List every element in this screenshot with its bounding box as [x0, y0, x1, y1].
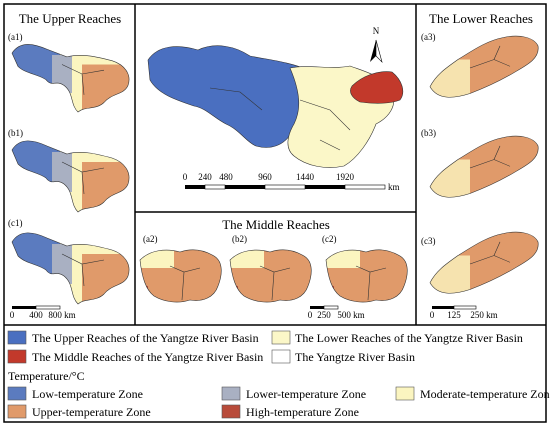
map [430, 232, 538, 298]
panel-label: (b2) [232, 234, 247, 244]
panel-label: (c1) [8, 218, 23, 228]
scale-label: 0 [308, 310, 313, 320]
legend-swatches [7, 330, 415, 419]
scale-label: 960 [258, 172, 272, 182]
scale-label: 240 [198, 172, 212, 182]
scale-label: 0 [10, 310, 15, 320]
map [230, 246, 311, 302]
panel-label: (c3) [421, 236, 436, 246]
north-arrow [370, 39, 383, 64]
scale-label: 1920 [336, 172, 355, 182]
panel-label: (c2) [322, 234, 337, 244]
scale-label: 250 [317, 310, 331, 320]
map [140, 246, 221, 302]
legend-label: Moderate-temperature Zone [420, 387, 550, 401]
panel-title: The Lower Reaches [429, 11, 533, 26]
legend-title: Temperature/°C [8, 369, 85, 383]
panel-title: The Upper Reaches [19, 11, 122, 26]
scale-bar [185, 184, 386, 190]
scale-label: 0 [183, 172, 188, 182]
north-label: N [373, 26, 380, 36]
legend-label: Low-temperature Zone [32, 387, 143, 401]
panel-title: The Middle Reaches [222, 217, 330, 232]
scale-label: 400 [29, 310, 43, 320]
map [430, 136, 538, 202]
legend-label: The Middle Reaches of the Yangtze River … [32, 350, 263, 364]
panel-label: (b3) [421, 128, 436, 138]
scale-bar [432, 305, 477, 310]
scale-label: 0 [430, 310, 435, 320]
scale-bar [310, 305, 339, 310]
map [12, 36, 132, 112]
legend-label: Lower-temperature Zone [246, 387, 366, 401]
scale-label: 800 km [48, 310, 75, 320]
legend-label: Upper-temperature Zone [32, 405, 151, 419]
map [430, 36, 538, 102]
panel-label: (a3) [421, 32, 436, 42]
map [12, 132, 132, 212]
frames [3, 3, 547, 423]
panel-label: (a1) [8, 32, 23, 42]
scale-bar [12, 305, 61, 310]
map [12, 224, 132, 304]
legend-label: The Lower Reaches of the Yangtze River B… [295, 331, 523, 345]
scale-label: 250 km [470, 310, 497, 320]
panel-label: (a2) [143, 234, 158, 244]
scale-label: 1440 [296, 172, 315, 182]
scale-label: 500 km [337, 310, 364, 320]
scale-label: 480 [219, 172, 233, 182]
scale-label: 125 [447, 310, 461, 320]
legend-label: High-temperature Zone [246, 405, 359, 419]
legend-label: The Upper Reaches of the Yangtze River B… [32, 331, 259, 345]
overview-map [147, 45, 404, 168]
scale-unit: km [388, 182, 400, 192]
legend-label: The Yangtze River Basin [295, 350, 415, 364]
map [326, 246, 407, 302]
panel-label: (b1) [8, 128, 23, 138]
